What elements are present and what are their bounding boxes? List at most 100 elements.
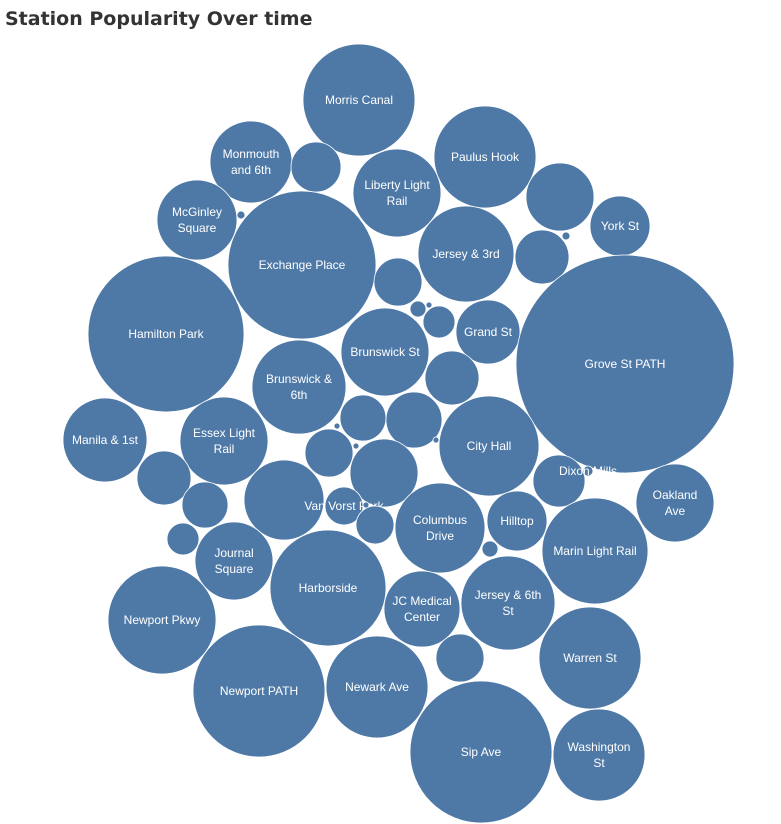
bubble-manila-1st[interactable]: Manila & 1st (62, 397, 148, 483)
bubble-unlabeled-16[interactable] (425, 301, 433, 309)
bubble-circle[interactable] (107, 565, 217, 675)
bubble-circle[interactable] (227, 190, 377, 340)
bubble-unlabeled-23[interactable] (339, 394, 387, 442)
bubble-circle[interactable] (635, 463, 715, 543)
bubble-unlabeled-30[interactable] (432, 436, 440, 444)
bubble-circle[interactable] (156, 179, 238, 261)
bubble-circle[interactable] (532, 454, 586, 508)
bubble-circle[interactable] (438, 395, 540, 497)
bubble-washington-st[interactable]: Washington St (552, 708, 646, 802)
bubble-circle[interactable] (302, 43, 416, 157)
bubble-unlabeled-32[interactable] (349, 438, 419, 508)
bubble-circle[interactable] (394, 482, 486, 574)
bubble-circle[interactable] (87, 255, 245, 413)
bubble-unlabeled-7[interactable] (236, 210, 246, 220)
bubble-unlabeled-15[interactable] (409, 300, 427, 318)
bubble-unlabeled-22[interactable] (424, 350, 480, 406)
bubble-oakland-ave[interactable]: Oakland Ave (635, 463, 715, 543)
bubble-circle[interactable] (362, 501, 370, 509)
bubble-circle[interactable] (538, 606, 642, 710)
bubble-circle[interactable] (349, 438, 419, 508)
bubble-exchange-place[interactable]: Exchange Place (227, 190, 377, 340)
bubble-circle[interactable] (194, 521, 274, 601)
bubble-circle[interactable] (432, 436, 440, 444)
bubble-grove-st-path[interactable]: Grove St PATH (515, 254, 735, 474)
bubble-liberty-light-rail[interactable]: Liberty Light Rail (352, 148, 442, 238)
bubble-circle[interactable] (425, 301, 433, 309)
bubble-grand-st[interactable]: Grand St (455, 299, 521, 365)
bubble-circle[interactable] (192, 624, 326, 758)
bubble-circle[interactable] (552, 708, 646, 802)
bubble-circle[interactable] (136, 450, 192, 506)
bubble-morris-canal[interactable]: Morris Canal (302, 43, 416, 157)
bubble-unlabeled-17[interactable] (422, 305, 456, 339)
bubble-unlabeled-2[interactable] (290, 141, 342, 193)
bubble-unlabeled-35[interactable] (532, 454, 586, 508)
bubble-circle[interactable] (325, 635, 429, 739)
bubble-circle[interactable] (409, 680, 553, 824)
bubble-jersey-6th-st[interactable]: Jersey & 6th St (460, 555, 556, 651)
bubble-columbus-drive[interactable]: Columbus Drive (394, 482, 486, 574)
bubble-circle[interactable] (181, 481, 229, 529)
bubble-circle[interactable] (166, 522, 200, 556)
bubble-circle[interactable] (486, 490, 548, 552)
bubble-newark-ave[interactable]: Newark Ave (325, 635, 429, 739)
bubble-monmouth-and-6th[interactable]: Monmouth and 6th (209, 120, 293, 204)
bubble-brunswick-st[interactable]: Brunswick St (340, 307, 430, 397)
bubble-circle[interactable] (269, 529, 387, 647)
bubble-circle[interactable] (62, 397, 148, 483)
bubble-warren-st[interactable]: Warren St (538, 606, 642, 710)
bubble-circle[interactable] (433, 105, 537, 209)
bubble-newport-pkwy[interactable]: Newport Pkwy (107, 565, 217, 675)
bubble-unlabeled-12[interactable] (561, 231, 571, 241)
bubble-circle[interactable] (236, 210, 246, 220)
bubble-circle[interactable] (409, 300, 427, 318)
bubble-york-st[interactable]: York St (589, 195, 651, 257)
bubble-unlabeled-41[interactable] (362, 501, 370, 509)
bubble-unlabeled-24[interactable] (385, 391, 443, 449)
bubble-unlabeled-38[interactable] (181, 481, 229, 529)
bubble-hamilton-park[interactable]: Hamilton Park (87, 255, 245, 413)
bubble-circle[interactable] (582, 465, 594, 477)
bubble-unlabeled-31[interactable] (304, 428, 354, 478)
bubble-circle[interactable] (243, 459, 325, 541)
bubble-circle[interactable] (333, 422, 341, 430)
bubble-jc-medical-center[interactable]: JC Medical Center (383, 570, 461, 648)
bubble-unlabeled-53[interactable] (435, 633, 485, 683)
bubble-circle[interactable] (304, 428, 354, 478)
bubble-circle[interactable] (352, 442, 360, 450)
bubble-unlabeled-11[interactable] (514, 229, 570, 285)
bubble-circle[interactable] (355, 505, 395, 545)
bubble-unlabeled-40[interactable] (355, 505, 395, 545)
bubble-hilltop[interactable]: Hilltop (486, 490, 548, 552)
bubble-city-hall[interactable]: City Hall (438, 395, 540, 497)
bubble-circle[interactable] (515, 254, 735, 474)
bubble-paulus-hook[interactable]: Paulus Hook (433, 105, 537, 209)
bubble-unlabeled-37[interactable] (243, 459, 325, 541)
bubble-circle[interactable] (460, 555, 556, 651)
bubble-dixon-mills[interactable]: Dixon Mills (559, 464, 617, 478)
bubble-circle[interactable] (290, 141, 342, 193)
bubble-jersey-3rd[interactable]: Jersey & 3rd (417, 205, 515, 303)
bubble-circle[interactable] (352, 148, 442, 238)
bubble-journal-square[interactable]: Journal Square (194, 521, 274, 601)
bubble-circle[interactable] (339, 394, 387, 442)
bubble-circle[interactable] (251, 339, 347, 435)
bubble-circle[interactable] (417, 205, 515, 303)
bubble-circle[interactable] (455, 299, 521, 365)
bubble-circle[interactable] (179, 396, 269, 486)
bubble-circle[interactable] (385, 391, 443, 449)
bubble-unlabeled-29[interactable] (352, 442, 360, 450)
bubble-newport-path[interactable]: Newport PATH (192, 624, 326, 758)
bubble-circle[interactable] (541, 497, 649, 605)
bubble-circle[interactable] (561, 231, 571, 241)
bubble-unlabeled-45[interactable] (166, 522, 200, 556)
bubble-unlabeled-33[interactable] (136, 450, 192, 506)
bubble-circle[interactable] (525, 162, 595, 232)
bubble-mcginley-square[interactable]: McGinley Square (156, 179, 238, 261)
bubble-sip-ave[interactable]: Sip Ave (409, 680, 553, 824)
bubble-van-vorst-park[interactable]: Van Vorst Park (304, 486, 385, 526)
bubble-circle[interactable] (481, 540, 499, 558)
bubble-circle[interactable] (340, 307, 430, 397)
bubble-essex-light-rail[interactable]: Essex Light Rail (179, 396, 269, 486)
